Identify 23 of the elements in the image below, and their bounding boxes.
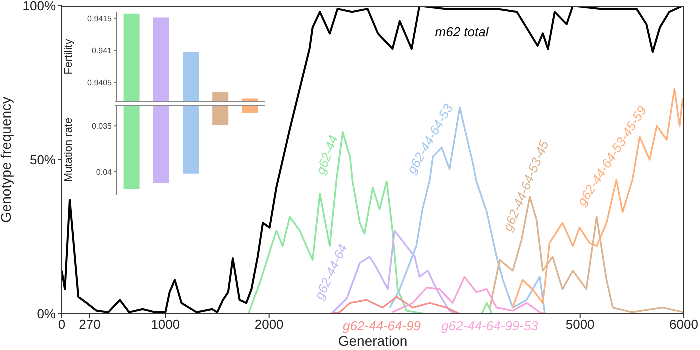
text: g62-44 (313, 133, 341, 177)
series-label: g62-44-64-99 (342, 318, 422, 334)
x-tick-label: 0 (58, 317, 66, 332)
line-series (392, 276, 546, 314)
x-tick-label: 270 (79, 317, 101, 332)
x-axis-title: Generation (338, 333, 408, 349)
y-tick-label: 0.9405 (88, 78, 113, 88)
x-tick-label: 1000 (151, 317, 180, 332)
y-tick-label: 0% (37, 306, 56, 322)
y-tick-label: 0.941 (92, 46, 113, 56)
y-tick-label: 50% (30, 152, 56, 168)
y-axis-title: Genotype frequency (0, 96, 14, 224)
series-label: m62 total (435, 24, 489, 40)
y-tick-label: 0.035 (92, 122, 113, 131)
x-tick-label: 2000 (254, 317, 284, 332)
x-tick-label: 6000 (670, 317, 698, 332)
y-axis-title: Fertility (62, 38, 75, 75)
y-tick-label: 0.9415 (88, 14, 113, 24)
series-label: g62-44-64-99-53 (442, 318, 538, 334)
y-axis-title: Mutation rate (62, 118, 75, 182)
y-tick-label: 100% (22, 0, 56, 14)
x-tick-label: 5000 (566, 317, 595, 332)
y-tick-label: 0.04 (96, 168, 113, 177)
